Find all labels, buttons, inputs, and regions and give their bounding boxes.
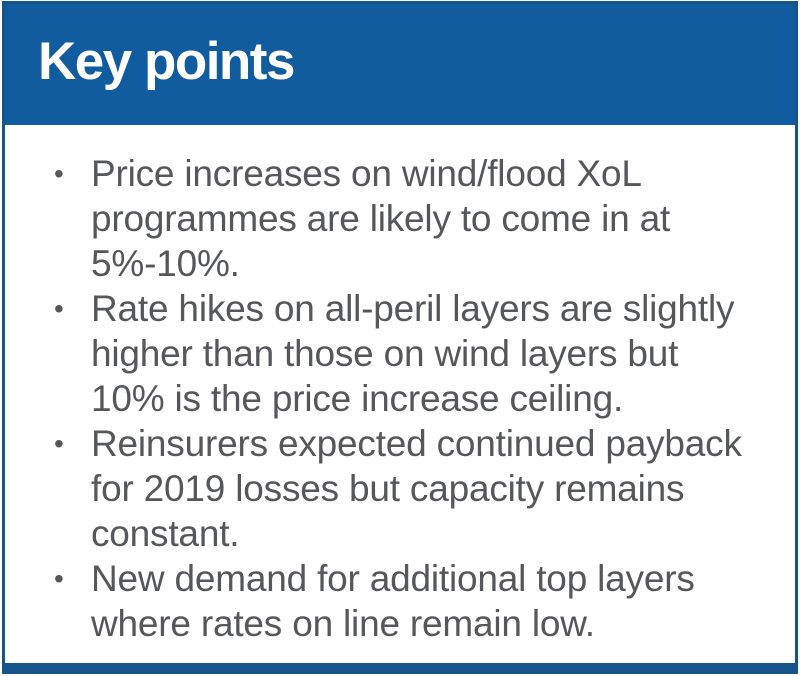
list-item: • Rate hikes on all-peril layers are sli… xyxy=(49,286,775,421)
bullet-dot-icon: • xyxy=(54,158,64,189)
list-item: • Price increases on wind/flood XoL prog… xyxy=(49,151,775,286)
list-item: • New demand for additional top layers w… xyxy=(49,556,775,646)
panel-header: Key points xyxy=(5,4,795,125)
bullet-text: New demand for additional top layers whe… xyxy=(91,558,695,644)
bullet-dot-icon: • xyxy=(54,293,64,324)
bullet-text: Rate hikes on all-peril layers are sligh… xyxy=(91,288,735,419)
list-item: • Reinsurers expected continued payback … xyxy=(49,421,775,556)
panel-title: Key points xyxy=(38,32,295,91)
bullet-dot-icon: • xyxy=(54,563,64,594)
panel-footer-bar xyxy=(5,663,795,671)
bullet-dot-icon: • xyxy=(54,428,64,459)
panel-body: • Price increases on wind/flood XoL prog… xyxy=(5,125,795,663)
bullet-text: Price increases on wind/flood XoL progra… xyxy=(91,153,671,284)
bullet-text: Reinsurers expected continued payback fo… xyxy=(91,423,742,554)
key-points-list: • Price increases on wind/flood XoL prog… xyxy=(49,151,775,646)
